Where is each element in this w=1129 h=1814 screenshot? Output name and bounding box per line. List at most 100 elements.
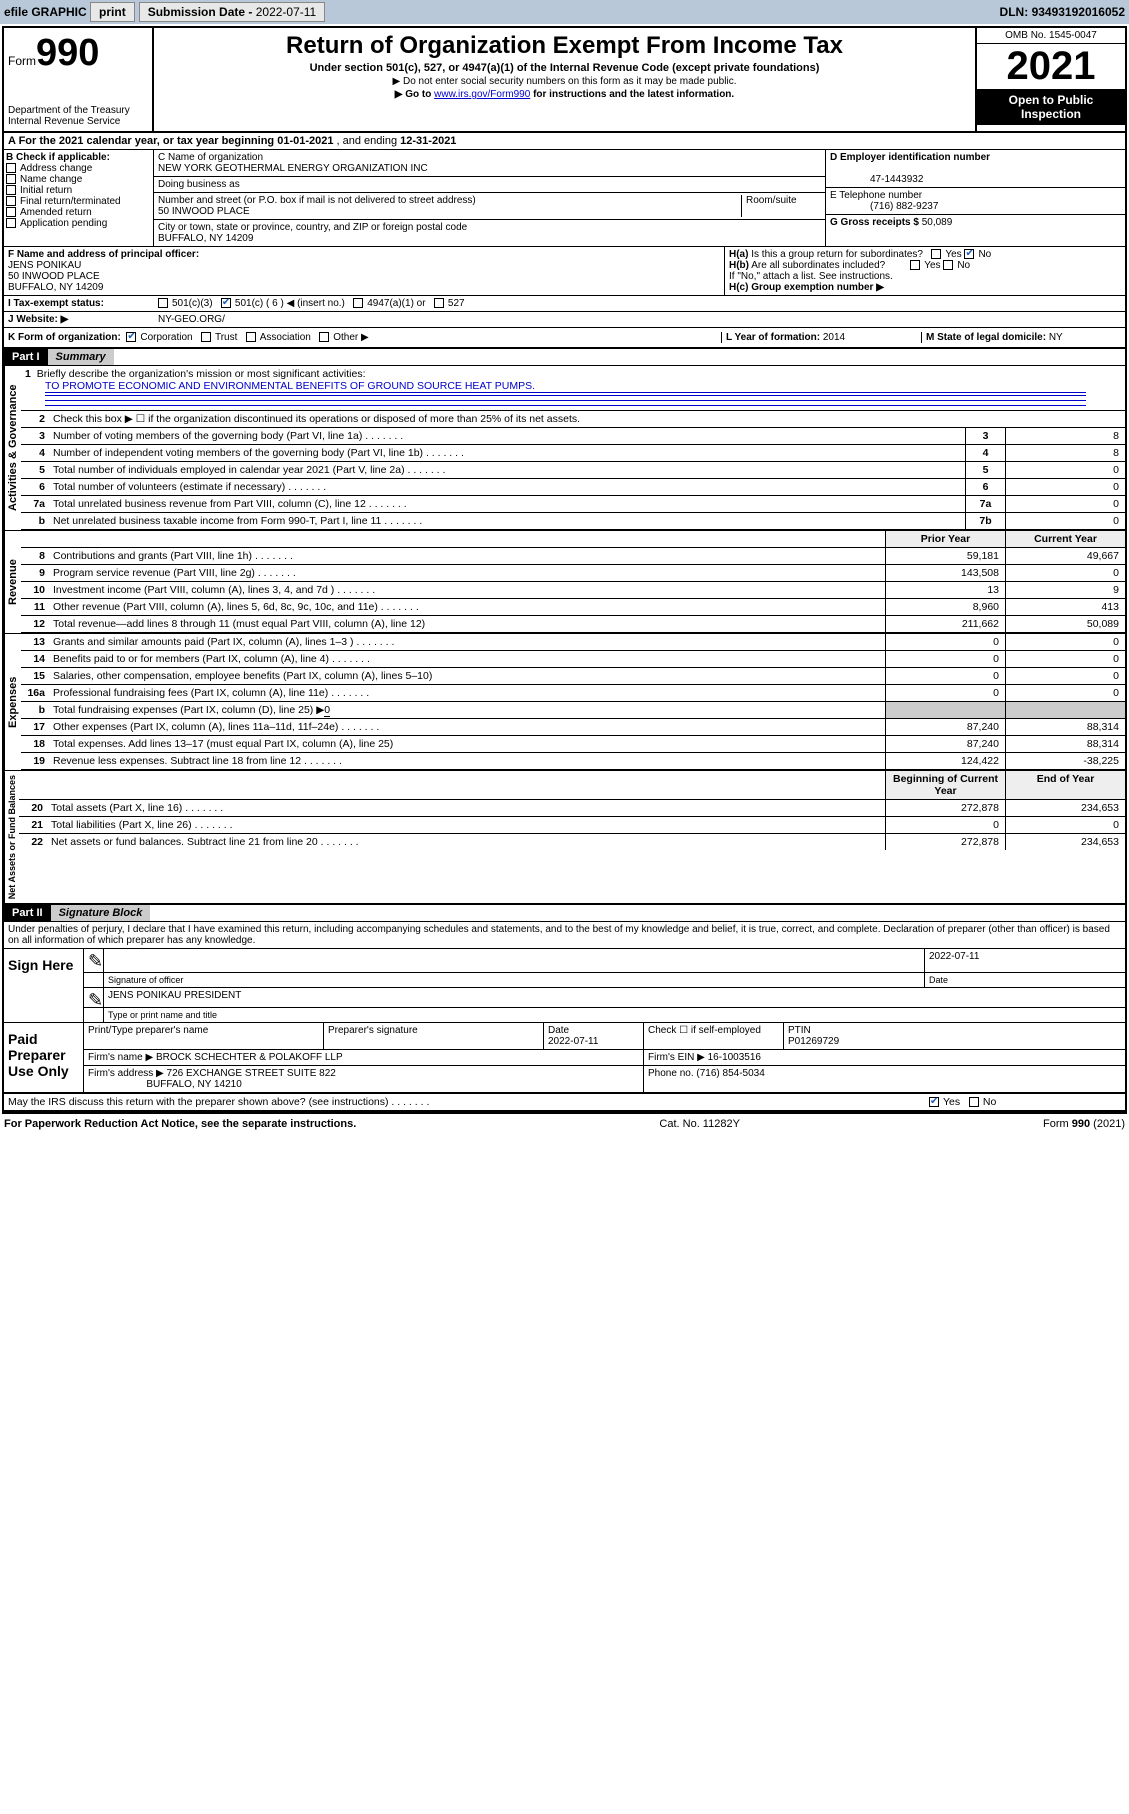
hc-label: H(c) Group exemption number ▶: [729, 282, 884, 293]
form-title: Return of Organization Exempt From Incom…: [158, 32, 971, 60]
revenue-section: Revenue Prior YearCurrent Year 8Contribu…: [4, 530, 1125, 633]
section-fh: F Name and address of principal officer:…: [4, 247, 1125, 296]
l14: Benefits paid to or for members (Part IX…: [51, 651, 885, 667]
form-subtitle-2: ▶ Do not enter social security numbers o…: [158, 76, 971, 87]
website: NY-GEO.ORG/: [158, 314, 1121, 325]
pen-icon: ✎: [84, 949, 104, 972]
dln: DLN: 93493192016052: [1000, 5, 1125, 19]
line-a-tax-year: A For the 2021 calendar year, or tax yea…: [4, 133, 1125, 150]
v7b: 0: [1005, 513, 1125, 529]
officer-name: JENS PONIKAU PRESIDENT: [104, 988, 1125, 1007]
vert-net: Net Assets or Fund Balances: [4, 771, 19, 903]
cb-assoc[interactable]: [246, 332, 256, 342]
v6: 0: [1005, 479, 1125, 495]
prep-date: Date2022-07-11: [544, 1023, 644, 1049]
col-curr: Current Year: [1005, 531, 1125, 547]
cb-amended[interactable]: [6, 207, 16, 217]
cb-name-change[interactable]: [6, 174, 16, 184]
l16b: Total fundraising expenses (Part IX, col…: [51, 702, 885, 718]
firm-name: Firm's name ▶ BROCK SCHECHTER & POLAKOFF…: [84, 1050, 644, 1065]
line-i: I Tax-exempt status: 501(c)(3) 501(c) ( …: [4, 296, 1125, 312]
cb-irs-yes[interactable]: [929, 1097, 939, 1107]
cb-final[interactable]: [6, 196, 16, 206]
part2-header: Part IISignature Block: [4, 905, 1125, 922]
perjury-statement: Under penalties of perjury, I declare th…: [4, 922, 1125, 949]
sig-officer-field[interactable]: [104, 949, 925, 972]
print-button[interactable]: print: [90, 2, 135, 22]
line-klm: K Form of organization: Corporation Trus…: [4, 328, 1125, 349]
irs-link[interactable]: www.irs.gov/Form990: [434, 89, 530, 100]
gross-receipts: G Gross receipts $ 50,089: [826, 215, 1125, 230]
l9: Program service revenue (Part VIII, line…: [51, 565, 885, 581]
l5: Total number of individuals employed in …: [51, 462, 965, 478]
l8: Contributions and grants (Part VIII, lin…: [51, 548, 885, 564]
cb-initial[interactable]: [6, 185, 16, 195]
cb-hb-no[interactable]: [943, 260, 953, 270]
ein-block: D Employer identification number 47-1443…: [826, 150, 1125, 188]
l17: Other expenses (Part IX, column (A), lin…: [51, 719, 885, 735]
c-label: C Name of organization: [158, 152, 263, 163]
header-right: OMB No. 1545-0047 2021 Open to Public In…: [975, 28, 1125, 131]
submission-date: Submission Date - 2022-07-11: [139, 2, 326, 22]
cb-corp[interactable]: [126, 332, 136, 342]
l1-label: Briefly describe the organization's miss…: [37, 368, 366, 380]
form-number: 990: [36, 32, 99, 74]
form-subtitle-1: Under section 501(c), 527, or 4947(a)(1)…: [158, 62, 971, 74]
tax-year: 2021: [977, 44, 1125, 89]
vert-governance: Activities & Governance: [4, 366, 21, 530]
cb-app-pending[interactable]: [6, 218, 16, 228]
section-bcdeg: B Check if applicable: Address change Na…: [4, 150, 1125, 247]
type-name-label: Type or print name and title: [104, 1008, 1125, 1022]
col-prior: Prior Year: [885, 531, 1005, 547]
cb-hb-yes[interactable]: [910, 260, 920, 270]
paid-preparer-label: Paid Preparer Use Only: [4, 1023, 84, 1092]
cb-527[interactable]: [434, 298, 444, 308]
irs-label: Internal Revenue Service: [8, 116, 148, 127]
cb-other[interactable]: [319, 332, 329, 342]
l22: Net assets or fund balances. Subtract li…: [49, 834, 885, 850]
l7b: Net unrelated business taxable income fr…: [51, 513, 965, 529]
form-ref: Form 990 (2021): [1043, 1118, 1125, 1130]
cb-4947[interactable]: [353, 298, 363, 308]
form-subtitle-3: ▶ Go to www.irs.gov/Form990 for instruct…: [158, 89, 971, 100]
cb-irs-no[interactable]: [969, 1097, 979, 1107]
l2: Check this box ▶ ☐ if the organization d…: [51, 411, 1125, 427]
form-word: Form: [8, 54, 36, 68]
part1-header: Part ISummary: [4, 349, 1125, 366]
l15: Salaries, other compensation, employee b…: [51, 668, 885, 684]
vert-expenses: Expenses: [4, 634, 21, 770]
self-employed: Check ☐ if self-employed: [644, 1023, 784, 1049]
l10: Investment income (Part VIII, column (A)…: [51, 582, 885, 598]
section-h: H(a) Is this a group return for subordin…: [725, 247, 1125, 295]
expenses-section: Expenses 13Grants and similar amounts pa…: [4, 633, 1125, 770]
omb-number: OMB No. 1545-0047: [977, 28, 1125, 44]
cb-addr-change[interactable]: [6, 163, 16, 173]
efile-topbar: efile GRAPHIC print Submission Date - 20…: [0, 0, 1129, 24]
line-j: J Website: ▶ NY-GEO.ORG/: [4, 312, 1125, 328]
cb-ha-no[interactable]: [964, 249, 974, 259]
header-left: Form990 Department of the Treasury Inter…: [4, 28, 154, 131]
ptin: PTINP01269729: [784, 1023, 1125, 1049]
cb-501c[interactable]: [221, 298, 231, 308]
cb-trust[interactable]: [201, 332, 211, 342]
pra-notice: For Paperwork Reduction Act Notice, see …: [4, 1118, 356, 1130]
l4: Number of independent voting members of …: [51, 445, 965, 461]
mission: TO PROMOTE ECONOMIC AND ENVIRONMENTAL BE…: [45, 380, 1086, 393]
cat-no: Cat. No. 11282Y: [659, 1118, 740, 1130]
cb-ha-yes[interactable]: [931, 249, 941, 259]
year-formation: L Year of formation: 2014: [721, 332, 921, 343]
city-state-zip: City or town, state or province, country…: [154, 220, 825, 246]
v7a: 0: [1005, 496, 1125, 512]
form-header: Form990 Department of the Treasury Inter…: [4, 28, 1125, 133]
sign-here-block: Sign Here ✎ 2022-07-11 Signature of offi…: [4, 949, 1125, 1023]
room-suite: Room/suite: [741, 195, 821, 217]
l7a: Total unrelated business revenue from Pa…: [51, 496, 965, 512]
dba: Doing business as: [154, 177, 825, 193]
prep-name-label: Print/Type preparer's name: [84, 1023, 324, 1049]
v4: 8: [1005, 445, 1125, 461]
cb-501c3[interactable]: [158, 298, 168, 308]
efile-label: efile GRAPHIC: [4, 5, 87, 19]
l16a: Professional fundraising fees (Part IX, …: [51, 685, 885, 701]
col-begin: Beginning of Current Year: [885, 771, 1005, 799]
state-domicile: M State of legal domicile: NY: [921, 332, 1121, 343]
